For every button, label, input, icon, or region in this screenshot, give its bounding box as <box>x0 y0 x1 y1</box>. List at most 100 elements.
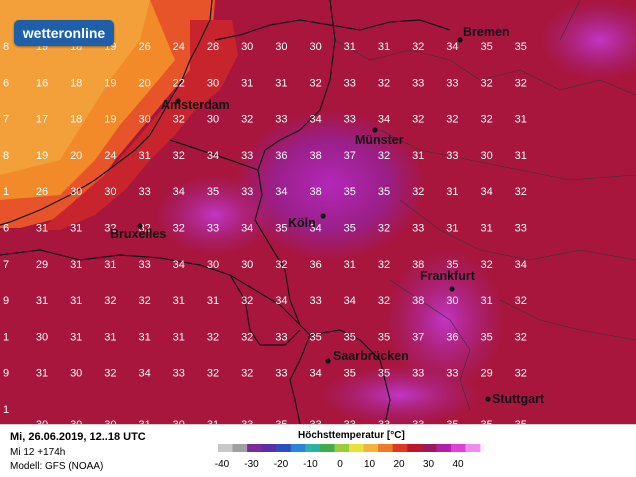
legend-color-swatch <box>392 444 408 452</box>
coastline-north <box>214 19 451 41</box>
legend-tick: 40 <box>452 459 464 470</box>
temperature-value: 34 <box>309 223 321 235</box>
city-dot <box>320 213 326 219</box>
temperature-value: 35 <box>480 41 492 53</box>
legend-color-swatch <box>261 444 277 452</box>
temperature-value: 33 <box>207 223 219 235</box>
temperature-value: 31 <box>70 223 82 235</box>
temperature-labels: 19 18 19 26 24 28 30 30 30 31 31 32 34 35 35 16 18 19 20 22… <box>36 41 527 380</box>
temperature-value: 18 <box>70 114 82 126</box>
border-nl-be <box>169 139 259 171</box>
city-dot <box>449 286 455 292</box>
legend-color-swatch <box>232 444 248 452</box>
city-dot <box>457 37 463 43</box>
city-label: Köln <box>288 216 316 230</box>
legend-title: Höchsttemperatur [°C] <box>298 430 405 441</box>
temperature-value: 31 <box>378 41 390 53</box>
temperature-value: 33 <box>275 331 287 343</box>
temperature-value: 35 <box>446 259 458 271</box>
temperature-value: 33 <box>138 259 150 271</box>
temperature-value: 30 <box>70 186 82 198</box>
temperature-value-edge: 7 <box>3 114 9 126</box>
city-dot <box>485 396 491 402</box>
legend-tick: -20 <box>274 459 289 470</box>
temperature-value-edge: 8 <box>3 150 9 162</box>
temperature-value: 19 <box>104 114 116 126</box>
footer: Mi, 26.06.2019, 12..18 UTC Mi 12 +174h M… <box>0 424 636 477</box>
left-edge-labels: 8 6 7 8 1 6 7 9 1 9 1 <box>3 41 9 416</box>
border-lux <box>229 274 301 346</box>
temperature-value: 32 <box>378 77 390 89</box>
temperature-value: 30 <box>207 114 219 126</box>
temperature-value: 34 <box>309 368 321 380</box>
temperature-value: 30 <box>241 41 253 53</box>
temperature-value: 33 <box>412 77 424 89</box>
temperature-value: 34 <box>309 114 321 126</box>
weather-map: 19 18 19 26 24 28 30 30 30 31 31 32 34 35 35 16 18 19 20 22… <box>0 0 636 425</box>
legend-color-swatch <box>290 444 306 452</box>
legend-color-swatch <box>450 444 466 452</box>
temperature-value-edge: 7 <box>3 259 9 271</box>
legend-color-swatch <box>305 444 321 452</box>
temperature-value: 32 <box>241 295 253 307</box>
temperature-value: 32 <box>412 114 424 126</box>
temperature-value: 38 <box>412 259 424 271</box>
temperature-value: 32 <box>480 77 492 89</box>
temperature-value: 32 <box>173 114 185 126</box>
temperature-value: 34 <box>275 186 287 198</box>
temperature-value: 32 <box>309 77 321 89</box>
temperature-value: 32 <box>207 368 219 380</box>
temperature-value: 22 <box>173 77 185 89</box>
border-fr-de <box>289 334 311 425</box>
wetteronline-logo[interactable]: wetteronline <box>14 20 114 46</box>
temperature-value-edge: 1 <box>3 186 9 198</box>
temperature-value: 32 <box>241 331 253 343</box>
temperature-value: 36 <box>275 150 287 162</box>
legend-tick: 20 <box>393 459 405 470</box>
temperature-value: 35 <box>515 41 527 53</box>
temperature-value: 34 <box>515 259 527 271</box>
temperature-value: 31 <box>36 295 48 307</box>
forecast-model: Modell: GFS (NOAA) <box>10 461 104 472</box>
temperature-value: 34 <box>275 295 287 307</box>
warm-band <box>40 20 238 230</box>
temperature-value: 33 <box>412 368 424 380</box>
temperature-value: 31 <box>104 331 116 343</box>
city-label: Bremen <box>463 25 510 39</box>
temperature-value: 31 <box>207 295 219 307</box>
temperature-value: 31 <box>275 77 287 89</box>
temperature-value: 30 <box>70 368 82 380</box>
legend-color-swatch <box>407 444 423 452</box>
temperature-value: 32 <box>138 295 150 307</box>
temperature-value: 30 <box>207 259 219 271</box>
temperature-value: 31 <box>70 259 82 271</box>
temperature-value: 32 <box>104 295 116 307</box>
temperature-value: 28 <box>207 41 219 53</box>
temperature-value: 31 <box>241 77 253 89</box>
temperature-value: 19 <box>36 150 48 162</box>
legend-color-swatch <box>436 444 452 452</box>
temperature-value: 32 <box>275 259 287 271</box>
temperature-value: 17 <box>36 114 48 126</box>
temperature-value: 32 <box>446 114 458 126</box>
temperature-value: 34 <box>241 223 253 235</box>
temperature-value: 24 <box>173 41 185 53</box>
temperature-value: 32 <box>515 368 527 380</box>
temperature-value: 32 <box>515 295 527 307</box>
temperature-value: 34 <box>480 186 492 198</box>
temperature-value: 31 <box>104 259 116 271</box>
city-label: Münster <box>355 133 404 147</box>
temperature-value: 26 <box>36 186 48 198</box>
temperature-value: 33 <box>309 295 321 307</box>
legend-color-swatch <box>349 444 365 452</box>
legend-tick: 30 <box>423 459 435 470</box>
temperature-value: 33 <box>275 368 287 380</box>
city-dot <box>372 127 378 133</box>
temperature-value: 35 <box>344 368 356 380</box>
legend-color-swatch <box>319 444 335 452</box>
temperature-value: 30 <box>207 77 219 89</box>
temperature-value: 35 <box>309 331 321 343</box>
legend-color-swatch <box>378 444 394 452</box>
hotspot-northeast <box>540 0 636 80</box>
